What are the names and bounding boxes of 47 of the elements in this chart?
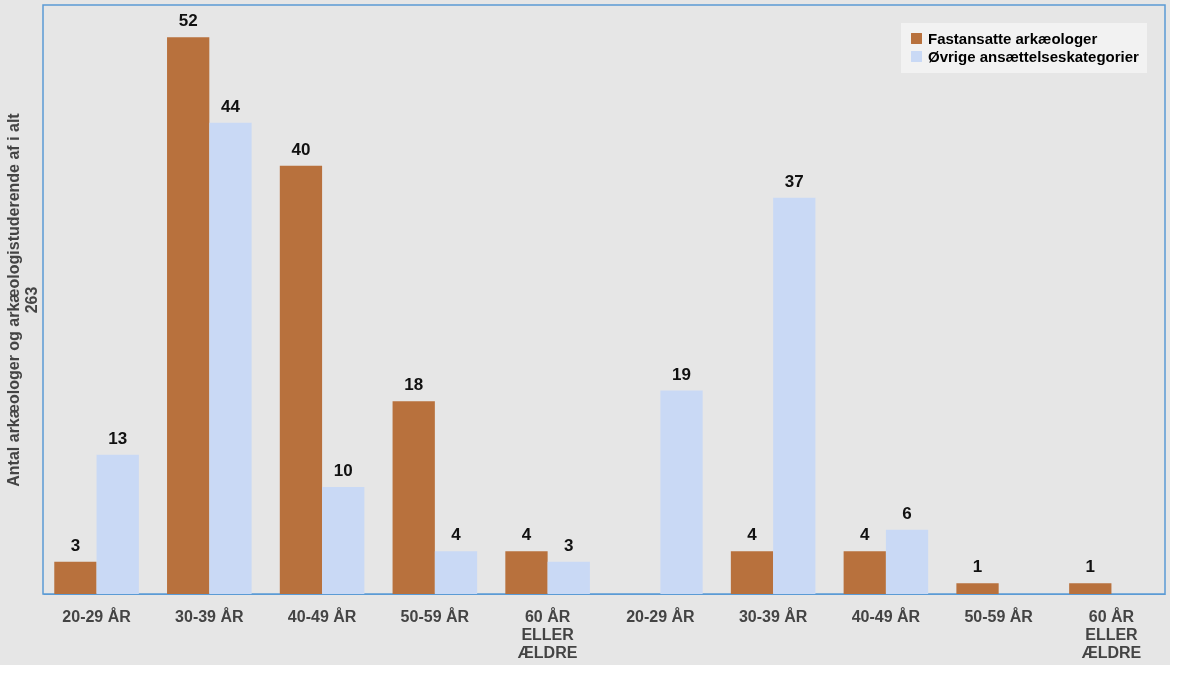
bar — [843, 551, 886, 594]
data-label: 4 — [521, 525, 532, 545]
legend-label: Fastansatte arkæologer — [928, 29, 1098, 47]
x-tick-label: 30-39 ÅR — [175, 606, 245, 625]
x-tick-label: 40-49 ÅR — [287, 606, 357, 625]
data-label: 40 — [291, 139, 311, 159]
y-axis-title: Antal arkæologer og arkæologistuderende af i alt 263 — [4, 112, 40, 487]
bar — [1069, 583, 1112, 594]
x-tick-label: 50-59 ÅR — [400, 606, 470, 625]
bar — [956, 583, 999, 594]
data-label: 13 — [108, 428, 128, 448]
data-label: 19 — [672, 364, 691, 384]
bar — [392, 401, 435, 594]
bar — [730, 551, 774, 594]
data-label: 10 — [333, 460, 353, 480]
bar — [279, 165, 323, 594]
data-label: 44 — [221, 96, 241, 116]
x-tick-label: 60 ÅR ELLER ÆLDRE — [1081, 606, 1142, 661]
x-tick-label: 20-29 ÅR — [62, 606, 132, 625]
bar — [167, 37, 210, 594]
bar — [322, 486, 365, 594]
data-label: 3 — [70, 535, 81, 555]
data-label: 18 — [404, 375, 424, 395]
data-label: 4 — [451, 525, 462, 545]
legend-label: Øvrige ansættelseskategorier — [928, 47, 1140, 65]
x-tick-label: 60 ÅR ELLER ÆLDRE — [517, 606, 578, 661]
data-label: 4 — [860, 525, 871, 545]
x-tick-label: 50-59 ÅR — [964, 606, 1034, 625]
bar — [547, 561, 590, 594]
bar — [660, 390, 703, 594]
x-tick-label: 30-39 ÅR — [738, 606, 808, 625]
data-label: 1 — [972, 557, 983, 577]
x-tick-label: 20-29 ÅR — [626, 606, 696, 625]
bar — [773, 197, 816, 594]
bar — [885, 529, 929, 594]
data-label: 3 — [564, 535, 574, 555]
data-label: 1 — [1085, 557, 1096, 577]
data-label: 4 — [747, 525, 758, 545]
data-label: 6 — [902, 503, 912, 523]
bar — [96, 454, 139, 594]
data-label: 52 — [178, 11, 198, 31]
x-tick-label: 40-49 ÅR — [851, 606, 921, 625]
bar — [54, 561, 97, 594]
bar — [209, 122, 252, 594]
bar — [434, 551, 478, 594]
data-label: 37 — [784, 171, 804, 191]
bar — [505, 551, 548, 594]
